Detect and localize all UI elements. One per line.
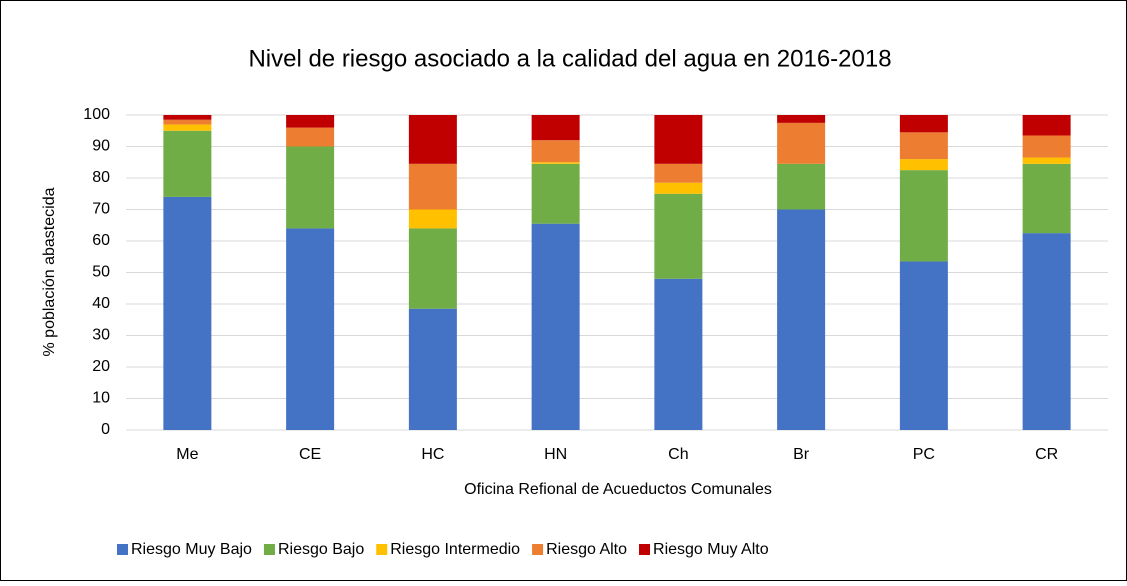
y-tick-label: 30 [92, 327, 110, 344]
x-tick-label: CE [299, 446, 321, 463]
bar-segment [163, 130, 212, 197]
bar-segment [654, 278, 703, 430]
bar-segment [163, 115, 212, 120]
bar-segment [286, 146, 335, 229]
bar-segment [531, 223, 580, 430]
bar-segment [654, 182, 703, 194]
y-tick-label: 40 [92, 295, 110, 312]
y-tick-label: 60 [92, 232, 110, 249]
x-tick-label: HC [421, 446, 444, 463]
bar-segment [1022, 115, 1071, 136]
x-tick-label: HN [544, 446, 567, 463]
bar-segment [1022, 163, 1071, 234]
bar-segment [408, 228, 457, 309]
bar-segment [899, 132, 948, 160]
bar-segment [1022, 157, 1071, 164]
legend-label: Riesgo Intermedio [390, 541, 520, 558]
y-tick-label: 80 [92, 169, 110, 186]
bar-segment [163, 196, 212, 430]
bar-segment [408, 115, 457, 164]
y-tick-label: 10 [92, 390, 110, 407]
x-tick-label: Me [176, 446, 198, 463]
bar-segment [286, 115, 335, 128]
bar-segment [899, 115, 948, 133]
bar-segment [899, 170, 948, 262]
bar-segment [531, 163, 580, 224]
y-tick-label: 0 [101, 421, 110, 438]
x-tick-label: Br [793, 446, 810, 463]
bar-segment [163, 124, 212, 131]
bar-segment [777, 115, 826, 123]
bar-segment [531, 140, 580, 163]
bar-segment [408, 209, 457, 229]
y-tick-label: 90 [92, 138, 110, 155]
x-tick-label: CR [1035, 446, 1058, 463]
bar-segment [408, 163, 457, 210]
y-tick-label: 50 [92, 264, 110, 281]
bar-segment [531, 162, 580, 164]
bar-segment [777, 163, 826, 210]
x-tick-label: PC [913, 446, 935, 463]
bar-segment [163, 119, 212, 125]
legend-swatch [117, 544, 128, 555]
y-tick-label: 20 [92, 358, 110, 375]
legend-swatch [532, 544, 544, 555]
x-tick-label: Ch [668, 446, 688, 463]
bar-segment [777, 122, 826, 164]
bar-segment [654, 193, 703, 279]
bar-segment [899, 159, 948, 171]
legend-label: Riesgo Muy Bajo [131, 541, 252, 558]
legend-label: Riesgo Muy Alto [653, 541, 769, 558]
bar-segment [899, 261, 948, 430]
legend-swatch [263, 544, 275, 555]
legend-label: Riesgo Alto [546, 541, 627, 558]
y-axis-title: % población abastecida [41, 187, 58, 356]
x-axis-title: Oficina Refional de Acueductos Comunales [464, 481, 772, 498]
bar-segment [408, 308, 457, 430]
legend-swatch [639, 544, 651, 555]
legend-swatch [376, 544, 388, 555]
bar-segment [654, 163, 703, 183]
legend-label: Riesgo Bajo [278, 541, 364, 558]
bar-segment [531, 115, 580, 141]
bar-segment [286, 127, 335, 147]
chart-title: Nivel de riesgo asociado a la calidad de… [248, 45, 891, 72]
bar-segment [286, 228, 335, 430]
y-tick-label: 100 [83, 106, 110, 123]
bar-segment [654, 115, 703, 164]
bar-segment [777, 209, 826, 430]
y-tick-label: 70 [92, 201, 110, 218]
bar-segment [1022, 233, 1071, 430]
bar-segment [1022, 135, 1071, 158]
